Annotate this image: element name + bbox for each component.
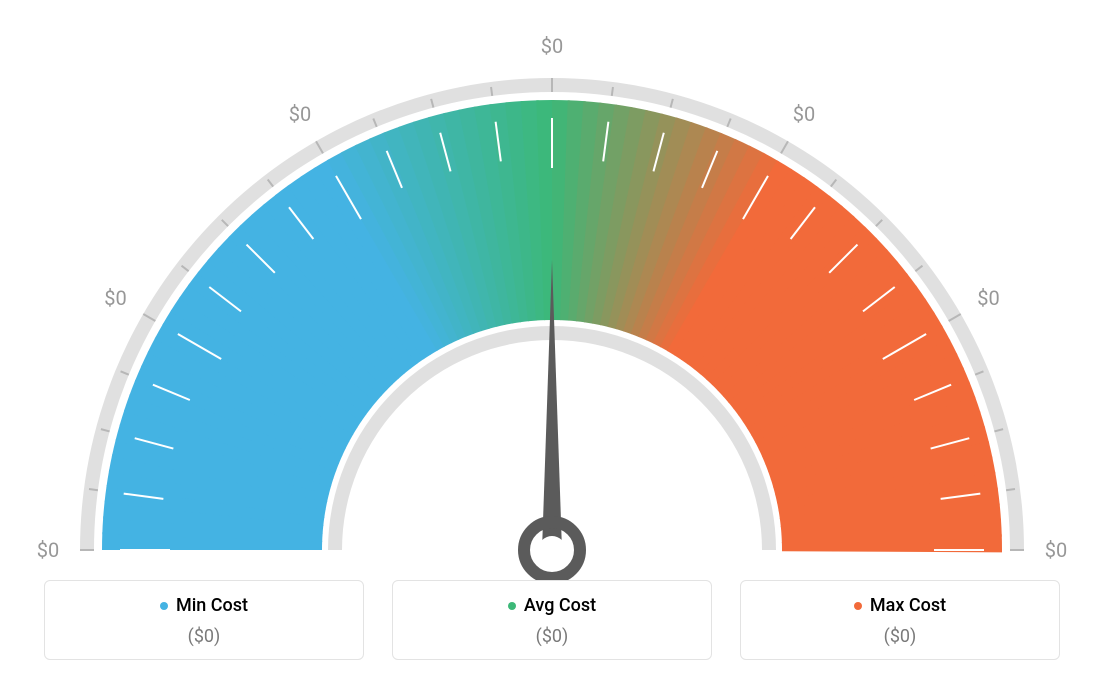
gauge-tick-label: $0 <box>541 34 563 58</box>
gauge-tick-label: $0 <box>289 102 311 126</box>
legend-label-min: Min Cost <box>176 595 248 616</box>
legend-label-avg: Avg Cost <box>524 595 596 616</box>
gauge-tick-label: $0 <box>793 102 815 126</box>
legend-value-max: ($0) <box>741 626 1059 647</box>
legend-card-avg: Avg Cost ($0) <box>392 580 712 661</box>
legend-value-min: ($0) <box>45 626 363 647</box>
gauge-tick-label: $0 <box>977 286 999 310</box>
gauge-tick-label: $0 <box>37 538 59 562</box>
gauge-tick-label: $0 <box>104 286 126 310</box>
legend-label-max: Max Cost <box>870 595 946 616</box>
gauge-svg <box>42 40 1062 610</box>
legend-dot-max <box>854 602 862 610</box>
gauge-chart: $0 $0 $0 $0 $0 $0 $0 <box>0 0 1104 560</box>
gauge-tick-label: $0 <box>1045 538 1067 562</box>
legend-card-max: Max Cost ($0) <box>740 580 1060 661</box>
legend-card-min: Min Cost ($0) <box>44 580 364 661</box>
legend-dot-avg <box>508 602 516 610</box>
legend-value-avg: ($0) <box>393 626 711 647</box>
legend-dot-min <box>160 602 168 610</box>
legend-row: Min Cost ($0) Avg Cost ($0) Max Cost ($0… <box>0 580 1104 661</box>
